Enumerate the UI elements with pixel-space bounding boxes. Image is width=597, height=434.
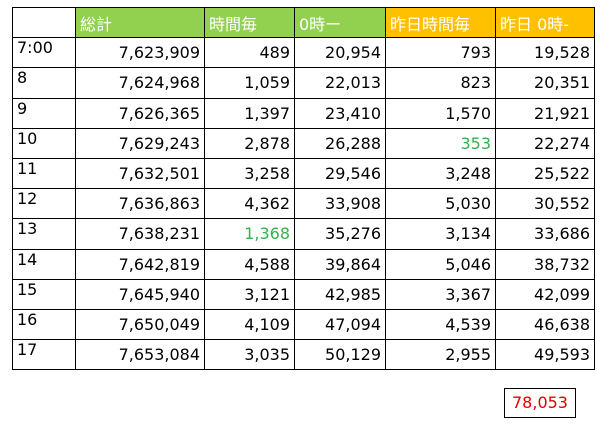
cell-yesterday-hourly: 3,248 (385, 157, 496, 190)
header-since-midnight: 0時ー (294, 6, 386, 39)
cell-since-midnight: 42,985 (294, 278, 386, 310)
cell-hourly: 1,368 (204, 218, 295, 250)
header-yesterday-since-midnight: 昨日 0時- (495, 6, 595, 39)
cell-hourly: 489 (204, 37, 295, 69)
cell-yesterday-hourly: 3,134 (385, 218, 496, 250)
cell-hour: 10 (12, 127, 76, 159)
cell-hourly: 3,035 (204, 339, 295, 371)
table-row: 7:00 7,623,909 489 20,954 793 19,528 (12, 37, 595, 69)
table-row: 11 7,632,501 3,258 29,546 3,248 25,522 (12, 157, 595, 190)
cell-since-midnight: 50,129 (294, 339, 386, 371)
cell-yesterday-since-midnight: 19,528 (495, 37, 595, 69)
cell-hour: 12 (12, 188, 76, 220)
cell-yesterday-since-midnight: 49,593 (495, 339, 595, 371)
daily-total-box: 78,053 (504, 388, 576, 418)
header-hour (12, 6, 76, 39)
table-row: 17 7,653,084 3,035 50,129 2,955 49,593 (12, 339, 595, 371)
cell-total: 7,645,940 (75, 278, 205, 310)
cell-hourly: 3,258 (204, 157, 295, 190)
cell-hourly: 2,878 (204, 127, 295, 159)
cell-yesterday-hourly: 793 (385, 37, 496, 69)
table-row: 14 7,642,819 4,588 39,864 5,046 38,732 (12, 248, 595, 280)
cell-hourly: 4,109 (204, 308, 295, 341)
header-hourly: 時間毎 (204, 6, 295, 39)
table-row: 15 7,645,940 3,121 42,985 3,367 42,099 (12, 278, 595, 310)
cell-total: 7,624,968 (75, 67, 205, 99)
cell-yesterday-since-midnight: 46,638 (495, 308, 595, 341)
cell-yesterday-hourly: 823 (385, 67, 496, 99)
cell-hour: 11 (12, 157, 76, 190)
table-row: 10 7,629,243 2,878 26,288 353 22,274 (12, 127, 595, 159)
cell-yesterday-since-midnight: 42,099 (495, 278, 595, 310)
cell-yesterday-hourly: 4,539 (385, 308, 496, 341)
header-row: 総計 時間毎 0時ー 昨日時間毎 昨日 0時- (12, 6, 595, 39)
cell-yesterday-hourly: 3,367 (385, 278, 496, 310)
cell-since-midnight: 35,276 (294, 218, 386, 250)
cell-since-midnight: 20,954 (294, 37, 386, 69)
cell-hourly: 1,397 (204, 97, 295, 129)
cell-hourly: 1,059 (204, 67, 295, 99)
cell-yesterday-since-midnight: 30,552 (495, 188, 595, 220)
cell-hourly: 4,362 (204, 188, 295, 220)
cell-total: 7,653,084 (75, 339, 205, 371)
cell-total: 7,650,049 (75, 308, 205, 341)
cell-yesterday-since-midnight: 33,686 (495, 218, 595, 250)
cell-hour: 17 (12, 339, 76, 371)
cell-total: 7,642,819 (75, 248, 205, 280)
cell-total: 7,632,501 (75, 157, 205, 190)
cell-since-midnight: 26,288 (294, 127, 386, 159)
cell-hour: 14 (12, 248, 76, 280)
table-row: 12 7,636,863 4,362 33,908 5,030 30,552 (12, 188, 595, 220)
header-total: 総計 (75, 6, 205, 39)
cell-yesterday-since-midnight: 21,921 (495, 97, 595, 129)
cell-total: 7,626,365 (75, 97, 205, 129)
cell-since-midnight: 22,013 (294, 67, 386, 99)
cell-hour: 9 (12, 97, 76, 129)
cell-yesterday-since-midnight: 25,522 (495, 157, 595, 190)
table-row: 13 7,638,231 1,368 35,276 3,134 33,686 (12, 218, 595, 250)
cell-since-midnight: 39,864 (294, 248, 386, 280)
cell-yesterday-hourly: 1,570 (385, 97, 496, 129)
cell-since-midnight: 23,410 (294, 97, 386, 129)
cell-hour: 8 (12, 67, 76, 99)
cell-since-midnight: 33,908 (294, 188, 386, 220)
table-row: 9 7,626,365 1,397 23,410 1,570 21,921 (12, 97, 595, 129)
header-yesterday-hourly: 昨日時間毎 (385, 6, 496, 39)
cell-total: 7,636,863 (75, 188, 205, 220)
cell-hour: 15 (12, 278, 76, 310)
cell-yesterday-since-midnight: 22,274 (495, 127, 595, 159)
cell-yesterday-since-midnight: 38,732 (495, 248, 595, 280)
cell-yesterday-hourly: 5,030 (385, 188, 496, 220)
cell-since-midnight: 47,094 (294, 308, 386, 341)
cell-hour: 7:00 (12, 37, 76, 69)
cell-total: 7,638,231 (75, 218, 205, 250)
cell-hourly: 4,588 (204, 248, 295, 280)
cell-yesterday-hourly: 5,046 (385, 248, 496, 280)
table-row: 16 7,650,049 4,109 47,094 4,539 46,638 (12, 308, 595, 341)
cell-hour: 16 (12, 308, 76, 341)
cell-total: 7,629,243 (75, 127, 205, 159)
cell-yesterday-hourly: 2,955 (385, 339, 496, 371)
cell-since-midnight: 29,546 (294, 157, 386, 190)
cell-yesterday-hourly: 353 (385, 127, 496, 159)
table-row: 8 7,624,968 1,059 22,013 823 20,351 (12, 67, 595, 99)
cell-hour: 13 (12, 218, 76, 250)
cell-yesterday-since-midnight: 20,351 (495, 67, 595, 99)
cell-total: 7,623,909 (75, 37, 205, 69)
cell-hourly: 3,121 (204, 278, 295, 310)
stats-table: 総計 時間毎 0時ー 昨日時間毎 昨日 0時- 7:00 7,623,909 489… (12, 6, 595, 371)
